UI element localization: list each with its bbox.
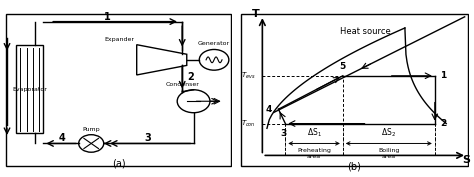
Text: 3: 3 [280, 129, 286, 138]
Text: (a): (a) [112, 158, 125, 168]
Text: Expander: Expander [104, 37, 135, 42]
Text: Boiling
area: Boiling area [378, 148, 400, 159]
Text: 4: 4 [265, 105, 272, 114]
Text: (b): (b) [347, 162, 361, 172]
Text: Pump: Pump [82, 127, 100, 132]
Text: Evaporator: Evaporator [12, 87, 47, 92]
Text: 5: 5 [340, 62, 346, 71]
Text: 3: 3 [145, 133, 152, 143]
Circle shape [177, 90, 210, 113]
Text: Preheating
area: Preheating area [297, 148, 331, 159]
Text: Condenser: Condenser [165, 82, 199, 87]
Text: $T_{con}$: $T_{con}$ [241, 118, 255, 129]
Text: Heat source: Heat source [340, 27, 391, 36]
Text: $\Delta$S$_2$: $\Delta$S$_2$ [381, 127, 396, 139]
Bar [16, 45, 44, 133]
Text: $T_{evs}$: $T_{evs}$ [241, 71, 255, 81]
Polygon shape [137, 45, 187, 75]
Text: 4: 4 [58, 133, 65, 143]
Text: 2: 2 [187, 72, 193, 82]
Text: S: S [462, 155, 470, 165]
Text: Generator: Generator [198, 41, 230, 46]
Text: T: T [252, 9, 259, 19]
Text: $\Delta$S$_1$: $\Delta$S$_1$ [307, 127, 321, 139]
Circle shape [79, 135, 104, 152]
Text: 1: 1 [104, 12, 110, 22]
Circle shape [199, 49, 229, 70]
Text: 1: 1 [440, 71, 447, 80]
Text: 2: 2 [440, 119, 447, 128]
